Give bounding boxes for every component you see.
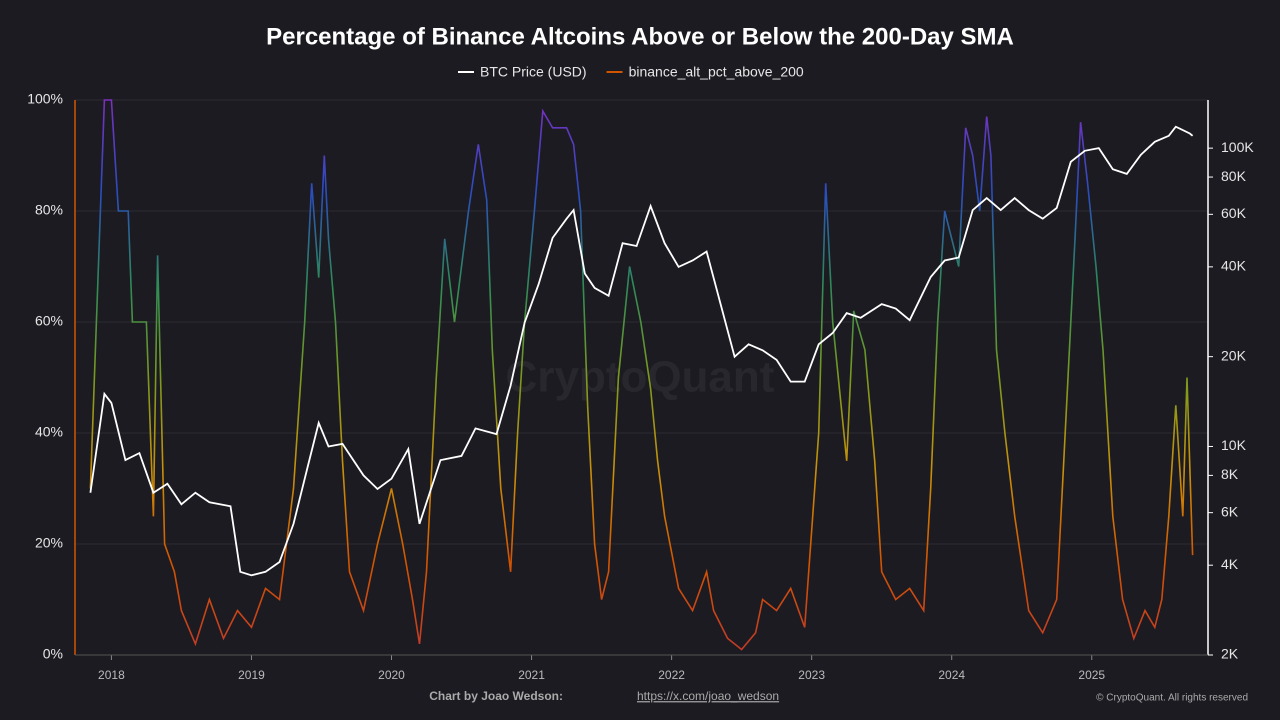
- y-tick-label: 40%: [35, 424, 63, 440]
- footer-link[interactable]: https://x.com/joao_wedson: [637, 689, 779, 703]
- x-tick-label: 2025: [1078, 668, 1105, 682]
- y-tick-label: 80%: [35, 202, 63, 218]
- chart-title: Percentage of Binance Altcoins Above or …: [266, 23, 1014, 50]
- legend-label: binance_alt_pct_above_200: [629, 64, 804, 80]
- x-tick-label: 2018: [98, 668, 125, 682]
- y-tick-label: 100%: [27, 91, 63, 107]
- y-tick-label: 0%: [43, 646, 63, 662]
- y-tick-label: 20%: [35, 535, 63, 551]
- y2-tick-label: 100K: [1221, 139, 1254, 155]
- y2-tick-label: 2K: [1221, 646, 1239, 662]
- x-tick-label: 2024: [938, 668, 965, 682]
- x-tick-label: 2023: [798, 668, 825, 682]
- x-tick-label: 2021: [518, 668, 545, 682]
- legend-label: BTC Price (USD): [480, 64, 587, 80]
- y2-tick-label: 8K: [1221, 466, 1239, 482]
- x-tick-label: 2022: [658, 668, 685, 682]
- y2-tick-label: 60K: [1221, 205, 1247, 221]
- y-tick-label: 60%: [35, 313, 63, 329]
- y2-tick-label: 10K: [1221, 437, 1247, 453]
- y2-tick-label: 80K: [1221, 168, 1247, 184]
- y2-tick-label: 40K: [1221, 258, 1247, 274]
- y2-tick-label: 6K: [1221, 503, 1239, 519]
- watermark: CryptoQuant: [506, 353, 775, 402]
- btc-line: [89, 125, 1194, 577]
- y2-tick-label: 20K: [1221, 347, 1247, 363]
- x-tick-label: 2019: [238, 668, 265, 682]
- footer-credit: Chart by Joao Wedson:: [429, 689, 563, 703]
- y2-tick-label: 4K: [1221, 556, 1239, 572]
- pct-line: [89, 99, 1194, 651]
- x-tick-label: 2020: [378, 668, 405, 682]
- footer-copyright: © CryptoQuant. All rights reserved: [1096, 693, 1248, 704]
- legend: BTC Price (USD) binance_alt_pct_above_200: [458, 64, 804, 80]
